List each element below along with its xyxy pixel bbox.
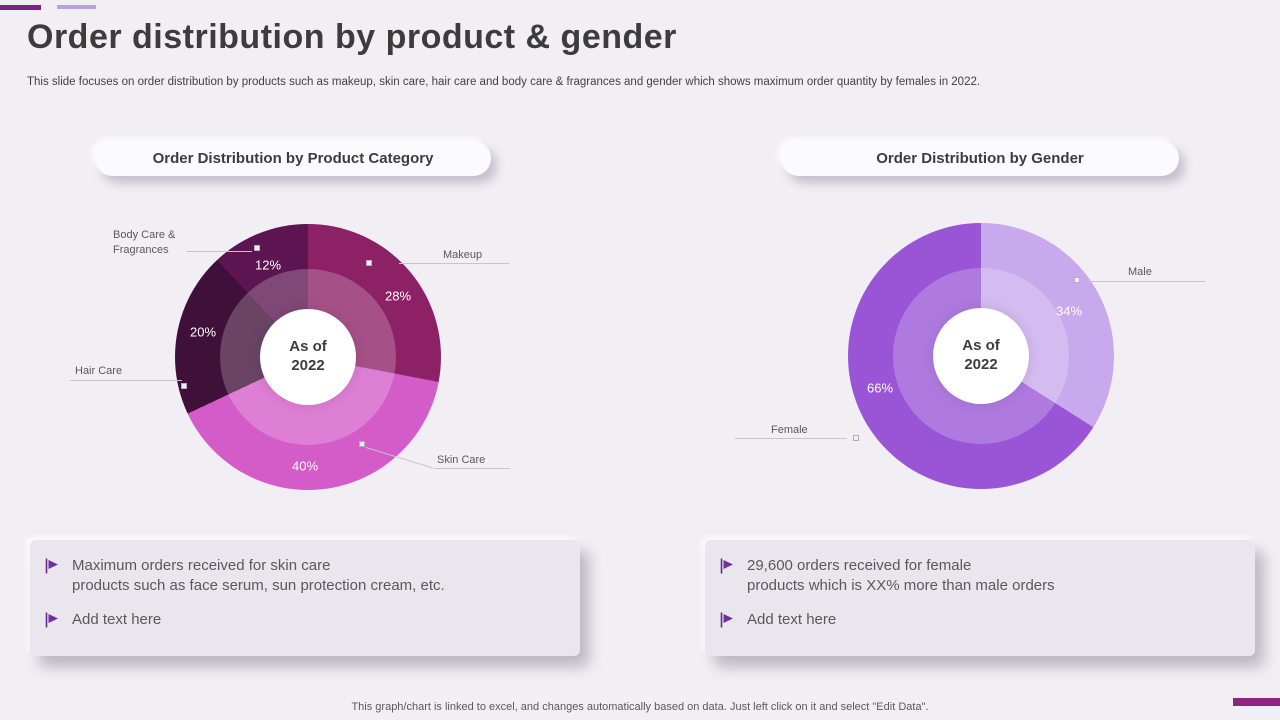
category-label-male: Male — [1128, 266, 1152, 278]
category-label-haircare: Hair Care — [75, 365, 123, 377]
data-point-marker-bodycare — [254, 245, 260, 251]
data-point-marker-male — [1074, 277, 1080, 283]
gender-center-label: As of 2022 — [962, 337, 1000, 373]
product-donut-chart[interactable]: As of 2022 28% 40% 20% 12% — [175, 224, 441, 490]
product-donut-center: As of 2022 — [260, 309, 356, 405]
accent-bar-dark — [0, 5, 41, 10]
leader-line-male — [1086, 281, 1205, 282]
product-center-label: As of 2022 — [289, 338, 327, 374]
flag-bullet-icon — [45, 558, 58, 574]
gender-donut-chart[interactable]: As of 2022 34% 66% — [848, 223, 1114, 489]
slice-value-label-makeup: 28% — [384, 288, 412, 304]
flag-bullet-icon — [45, 612, 58, 628]
page-subtitle: This slide focuses on order distribution… — [27, 76, 981, 88]
gender-note-card: 29,600 orders received for female produc… — [705, 540, 1255, 656]
data-point-marker-skincare — [359, 441, 365, 447]
data-point-marker-haircare — [181, 383, 187, 389]
corner-accent-bar — [1233, 698, 1280, 706]
category-label-bodycare: Body Care & Fragrances — [113, 229, 176, 257]
product-chart-header: Order Distribution by Product Category — [95, 141, 491, 176]
leader-line-makeup — [399, 263, 509, 264]
note-row: Maximum orders received for skin care pr… — [44, 556, 564, 595]
note-placeholder-text[interactable]: Add text here — [72, 611, 162, 628]
flag-bullet-icon — [720, 612, 733, 628]
product-note-card: Maximum orders received for skin care pr… — [30, 540, 580, 656]
leader-line-haircare — [70, 380, 182, 381]
category-label-female: Female — [771, 424, 808, 436]
gender-chart-header: Order Distribution by Gender — [781, 141, 1179, 176]
leader-line-skincare — [434, 468, 510, 469]
note-row: Add text here — [719, 610, 1239, 630]
slice-value-label-female: 66% — [866, 380, 894, 396]
note-text: Maximum orders received for skin care pr… — [72, 557, 445, 594]
category-label-makeup: Makeup — [443, 249, 483, 261]
flag-bullet-icon — [720, 558, 733, 574]
slice-value-label-bodycare: 12% — [254, 257, 282, 273]
category-label-skincare: Skin Care — [437, 454, 486, 466]
slice-value-label-skincare: 40% — [291, 458, 319, 474]
leader-line-bodycare — [187, 251, 252, 252]
note-text: 29,600 orders received for female produc… — [747, 557, 1055, 594]
gender-chart-header-label: Order Distribution by Gender — [876, 150, 1084, 167]
data-point-marker-makeup — [366, 260, 372, 266]
page-title: Order distribution by product & gender — [27, 18, 677, 56]
note-placeholder-text[interactable]: Add text here — [747, 611, 837, 628]
gender-donut-center: As of 2022 — [933, 308, 1029, 404]
slice-value-label-male: 34% — [1055, 303, 1083, 319]
leader-line-female — [735, 438, 847, 439]
note-row: 29,600 orders received for female produc… — [719, 556, 1239, 595]
footer-note: This graph/chart is linked to excel, and… — [351, 701, 929, 713]
slice-value-label-haircare: 20% — [189, 324, 217, 340]
data-point-marker-female — [853, 435, 859, 441]
product-chart-header-label: Order Distribution by Product Category — [152, 150, 434, 167]
accent-bar-light — [57, 5, 96, 9]
note-row: Add text here — [44, 610, 564, 630]
